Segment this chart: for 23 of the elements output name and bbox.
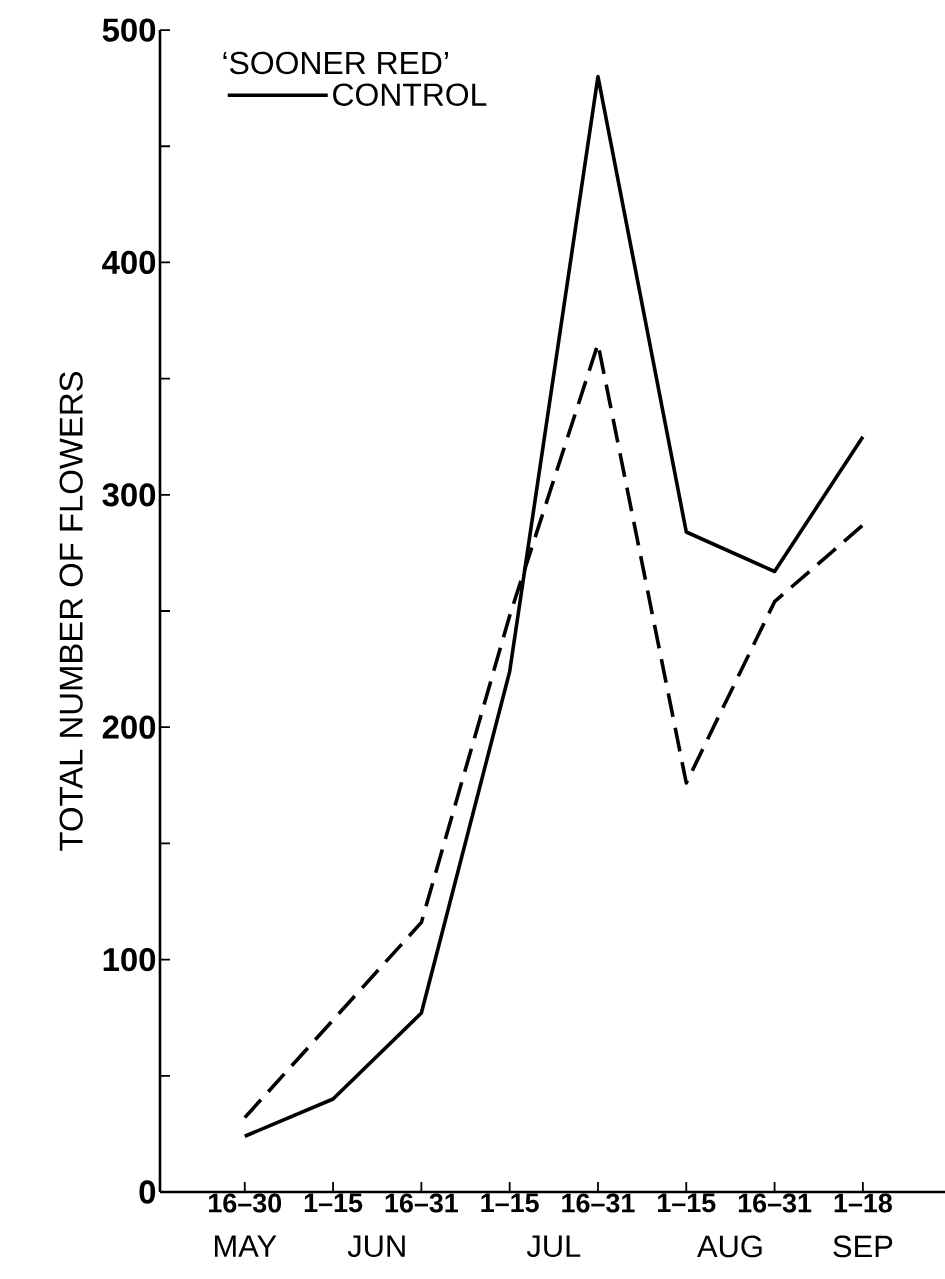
x-tick-label: 1–18 bbox=[834, 1193, 892, 1213]
x-tick-label: 1–15 bbox=[304, 1193, 363, 1213]
y-tick-label: 100 bbox=[103, 947, 156, 972]
y-tick-label: 0 bbox=[139, 1180, 156, 1204]
x-tick-label: 16–31 bbox=[385, 1193, 459, 1213]
y-tick-label: 400 bbox=[102, 250, 156, 275]
y-tick-label: 300 bbox=[102, 483, 156, 507]
text: JUN bbox=[347, 1235, 405, 1258]
x-tick-label: 16–31 bbox=[562, 1193, 635, 1213]
y-tick-label: 200 bbox=[102, 715, 156, 739]
x-tick-label: 1–15 bbox=[658, 1193, 716, 1213]
text: MAY bbox=[214, 1235, 277, 1257]
y-tick-label: 500 bbox=[102, 18, 156, 42]
text: JUL bbox=[526, 1235, 581, 1258]
text: SEP bbox=[833, 1235, 893, 1258]
legend-label: CONTROL bbox=[333, 83, 487, 106]
x-tick-label: 16–31 bbox=[738, 1193, 812, 1213]
legend-title: ‘SOONER RED’ bbox=[223, 51, 448, 75]
x-tick-label: 16–30 bbox=[209, 1193, 282, 1213]
text: AUG bbox=[697, 1235, 762, 1258]
x-tick-label: 1–15 bbox=[481, 1193, 539, 1213]
y-axis-title: TOTAL NUMBER OF FLOWERS bbox=[59, 372, 83, 851]
line-series bbox=[242, 74, 865, 1139]
